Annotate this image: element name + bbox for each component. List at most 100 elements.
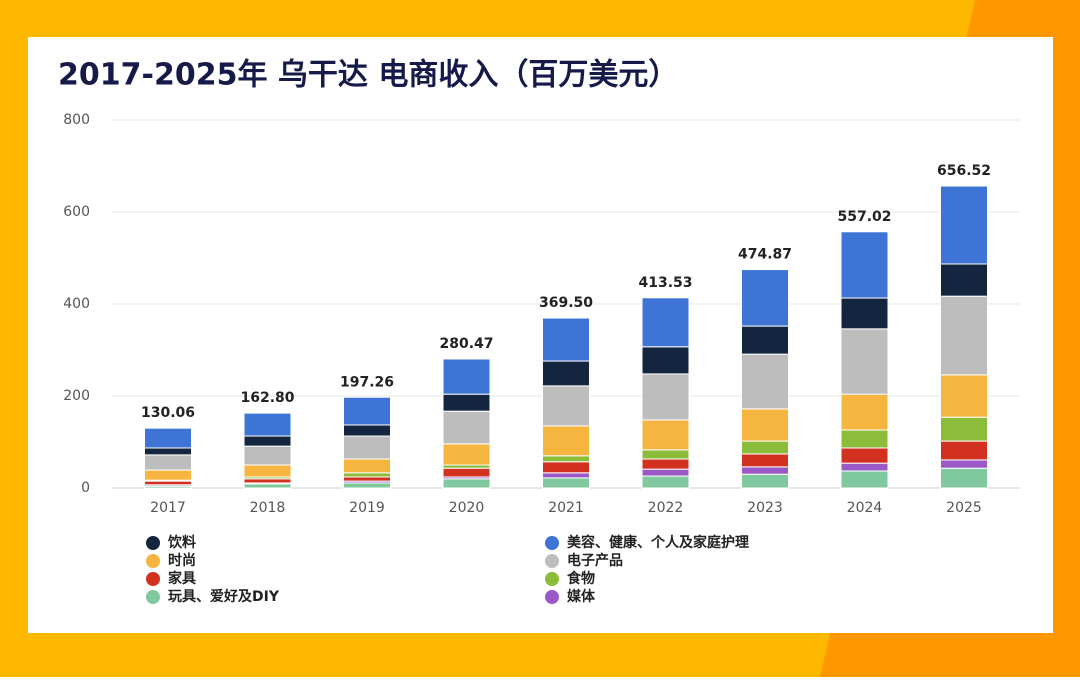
legend-label: 电子产品	[567, 552, 623, 569]
x-tick-label: 2018	[250, 500, 286, 516]
bar-segment	[542, 385, 590, 427]
bar-segment	[641, 419, 690, 451]
legend-marker	[146, 572, 160, 586]
bar-segment	[840, 447, 889, 464]
total-label: 162.80	[240, 390, 294, 406]
bar-segment	[840, 462, 889, 472]
bar-segment	[144, 480, 192, 486]
total-label: 369.50	[539, 295, 593, 311]
bar-segment	[741, 353, 789, 410]
bar-segment	[741, 440, 789, 455]
bar-segment	[641, 475, 690, 489]
bar-segment	[641, 297, 690, 348]
x-tick-label: 2025	[946, 500, 982, 516]
bar-segment	[840, 429, 889, 449]
bar-segment	[243, 483, 292, 489]
bar-segment	[144, 454, 192, 471]
bar-segment	[542, 461, 590, 474]
bar-segment	[741, 473, 789, 489]
bar-segment	[940, 459, 988, 469]
x-tick-label: 2017	[150, 500, 186, 516]
bar-segment	[442, 478, 491, 489]
bar-segment	[741, 453, 789, 468]
legend-label: 家具	[168, 570, 196, 587]
chart-title: 2017-2025年 乌干达 电商收入（百万美元）	[58, 58, 678, 93]
bar-segment	[343, 482, 391, 489]
bar-segment	[940, 440, 988, 461]
bar-segment	[641, 346, 690, 375]
total-label: 474.87	[738, 247, 792, 263]
bar-segment	[641, 458, 690, 470]
bar-segment	[741, 325, 789, 355]
bar-segment	[542, 472, 590, 479]
bar-segment	[840, 470, 889, 489]
legend-marker	[146, 536, 160, 550]
bar-segment	[343, 472, 391, 478]
legend-label: 美容、健康、个人及家庭护理	[567, 534, 749, 551]
bar-segment	[542, 317, 590, 362]
x-tick-label: 2021	[548, 500, 584, 516]
bar-segment	[840, 231, 889, 299]
legend-label: 饮料	[167, 534, 196, 551]
legend-label: 媒体	[566, 588, 596, 605]
x-tick-label: 2020	[449, 500, 485, 516]
legend-marker	[545, 554, 559, 568]
legend-marker	[146, 590, 160, 604]
bar-segment	[243, 412, 292, 437]
bar-segment	[442, 467, 491, 478]
bar-segment	[343, 396, 391, 426]
y-tick-label: 800	[63, 112, 90, 128]
bar-segment	[741, 466, 789, 475]
total-label: 656.52	[937, 163, 991, 179]
total-label: 130.06	[141, 405, 195, 421]
y-tick-label: 600	[63, 204, 90, 220]
x-tick-label: 2022	[648, 500, 684, 516]
bar-segment	[243, 435, 292, 447]
bar-segment	[442, 443, 491, 466]
bar-segment	[840, 393, 889, 431]
bar-segment	[442, 393, 491, 412]
legend-marker	[545, 536, 559, 550]
bar-segment	[641, 468, 690, 477]
bar-segment	[343, 476, 391, 482]
bar-segment	[840, 328, 889, 395]
bar-segment	[641, 373, 690, 421]
bar-segment	[940, 185, 988, 265]
legend-marker	[545, 590, 559, 604]
legend-label: 玩具、爱好及DIY	[168, 588, 280, 605]
bar-segment	[243, 478, 292, 484]
bar-segment	[343, 435, 391, 460]
bar-segment	[144, 469, 192, 481]
legend-label: 时尚	[168, 552, 196, 569]
legend-marker	[545, 572, 559, 586]
bar-segment	[940, 467, 988, 489]
x-tick-label: 2023	[747, 500, 783, 516]
y-tick-label: 200	[63, 388, 90, 404]
bar-segment	[940, 263, 988, 297]
x-tick-label: 2019	[349, 500, 385, 516]
bar-segment	[144, 447, 192, 456]
bar-segment	[940, 295, 988, 376]
x-tick-label: 2024	[847, 500, 883, 516]
bar-segment	[442, 410, 491, 445]
bar-segment	[243, 464, 292, 478]
bar-segment	[343, 458, 391, 474]
bar-segment	[741, 408, 789, 442]
total-label: 197.26	[340, 374, 394, 390]
bar-segment	[243, 445, 292, 466]
bar-segment	[542, 477, 590, 489]
bar-segment	[641, 449, 690, 460]
bar-segment	[940, 416, 988, 442]
y-tick-label: 400	[63, 296, 90, 312]
bar-segment	[542, 425, 590, 457]
legend-marker	[146, 554, 160, 568]
y-tick-label: 0	[81, 480, 90, 496]
bar-segment	[343, 424, 391, 437]
legend-label: 食物	[567, 570, 595, 587]
bar-segment	[542, 455, 590, 463]
bar-segment	[442, 358, 491, 395]
total-label: 557.02	[837, 209, 891, 225]
total-label: 413.53	[638, 275, 692, 291]
bar-segment	[940, 374, 988, 418]
